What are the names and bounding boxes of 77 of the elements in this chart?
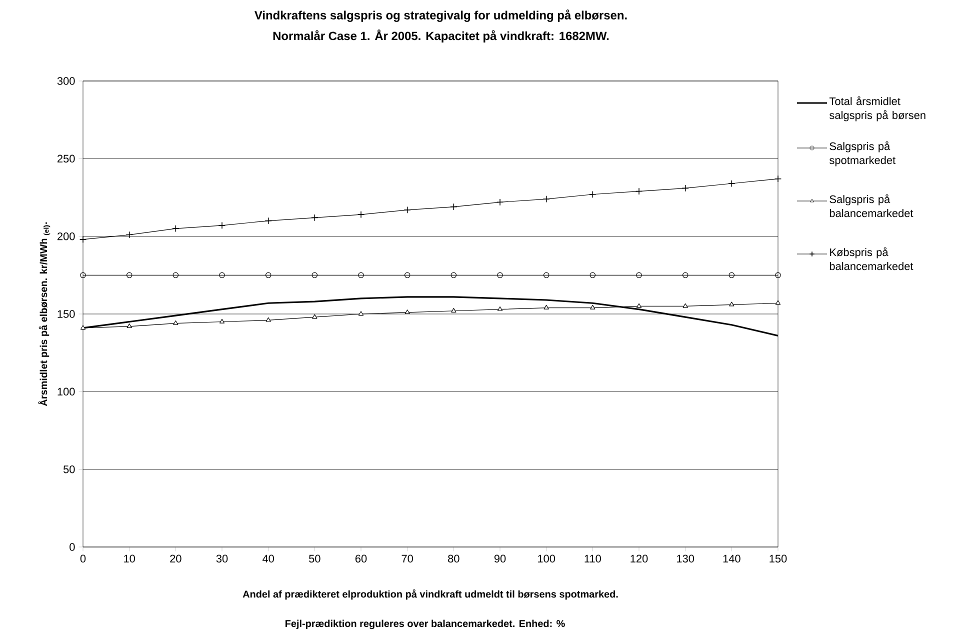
point <box>728 272 735 278</box>
x-tick-label: 20 <box>170 554 182 562</box>
point <box>172 224 180 232</box>
point <box>358 310 364 316</box>
x-tick-label: 90 <box>494 554 506 562</box>
point <box>450 272 457 278</box>
x-tick-label: 140 <box>723 554 740 562</box>
point <box>682 184 689 192</box>
point <box>357 210 365 218</box>
legend-label: Total årsmidlet salgspris på børsen <box>829 96 926 122</box>
point <box>774 175 782 182</box>
y-tick-label: 100 <box>58 388 75 396</box>
legend-label: Købspris på balancemarkedet <box>830 246 914 270</box>
point <box>126 272 132 278</box>
y-tick-label: 150 <box>58 310 75 318</box>
point <box>264 217 272 224</box>
point <box>729 302 734 306</box>
y-tick-label: 300 <box>57 76 75 85</box>
point <box>219 318 225 324</box>
point <box>358 272 364 278</box>
point <box>311 214 318 222</box>
x-tick-label: 60 <box>355 554 367 562</box>
point <box>404 272 410 278</box>
point <box>404 206 411 214</box>
point <box>636 303 642 308</box>
y-tick-label: 50 <box>63 465 75 473</box>
point <box>126 323 132 328</box>
point <box>682 303 688 308</box>
x-tick-label: 50 <box>309 554 320 562</box>
y-tick-label: 0 <box>70 542 75 551</box>
point <box>312 272 318 278</box>
x-tick-label: 150 <box>770 554 787 562</box>
x-tick-label: 0 <box>80 554 86 562</box>
point <box>312 314 318 318</box>
point <box>126 230 133 238</box>
y-tick-label: 200 <box>57 232 75 240</box>
point <box>728 180 736 187</box>
point <box>266 317 271 322</box>
point <box>589 190 596 198</box>
x-tick-label: 30 <box>216 554 228 562</box>
point <box>172 272 179 278</box>
point <box>497 272 503 278</box>
x-tick-label: 10 <box>124 554 135 562</box>
point <box>543 272 550 278</box>
x-tick-label: 130 <box>677 554 694 562</box>
point <box>497 306 503 311</box>
x-axis-title: Andel af prædikteret elproduktion på vindkraft udmeldt til børsens spotmarked. <box>242 589 618 600</box>
y-axis-title: Årsmidlet pris på elbørsen. kr/MWh $_{(el)}$. <box>38 222 50 406</box>
point <box>173 320 178 325</box>
legend-label: Salgspris på spotmarkedet <box>830 140 896 166</box>
x-tick-label: 80 <box>448 554 460 562</box>
point <box>775 300 781 305</box>
y-tick-label: 250 <box>57 154 75 162</box>
chart-subtitle: Normalår Case 1. År 2005. Kapacitet på vindkraft: 1682MW. <box>273 29 609 42</box>
legend-label: Salgspris på balancemarkedet <box>830 194 914 217</box>
x-tick-label: 110 <box>584 554 601 562</box>
point <box>79 236 87 243</box>
point <box>542 195 550 202</box>
point <box>590 272 596 278</box>
point <box>544 304 549 310</box>
point <box>451 308 456 312</box>
x-tick-label: 40 <box>262 554 274 562</box>
point <box>450 203 458 210</box>
point <box>219 272 225 278</box>
point <box>218 222 226 229</box>
point <box>682 272 688 278</box>
x-tick-label: 100 <box>538 554 556 562</box>
x-tick-label: 70 <box>402 554 413 562</box>
point <box>636 272 642 278</box>
point <box>404 309 410 314</box>
chart-title: Vindkraftens salgspris og strategivalg for udmelding på elbørsen. <box>254 9 627 22</box>
point <box>590 304 596 310</box>
point <box>496 198 504 206</box>
point <box>635 187 643 195</box>
point <box>265 272 272 278</box>
text: Fejl-prædiktion reguleres over balancemarkedet. Enhed: % <box>286 620 565 629</box>
x-tick-label: 120 <box>630 554 648 562</box>
